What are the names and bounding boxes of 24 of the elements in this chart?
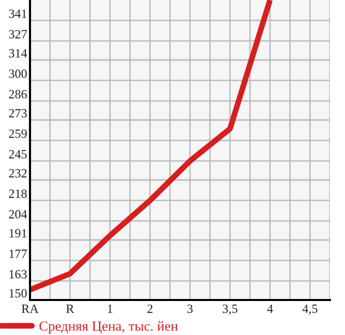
y-tick-label: 327: [9, 30, 27, 38]
y-tick-label: 204: [9, 210, 28, 218]
y-tick-label: 341: [9, 10, 26, 18]
x-tick-label: 4: [267, 304, 273, 313]
y-tick-label: 232: [9, 169, 27, 178]
y-tick-label: 273: [9, 109, 27, 118]
y-tick-label: 218: [9, 190, 27, 198]
x-tick-label: 2: [147, 304, 152, 313]
x-tick-label: 4,5: [302, 304, 318, 315]
y-tick-label: 150: [10, 289, 27, 298]
legend-label: Средняя Цена, тыс. йен: [39, 321, 178, 334]
y-tick-label: 314: [9, 49, 28, 58]
x-tick-label: R: [66, 304, 74, 313]
y-tick-label: 259: [9, 130, 27, 138]
x-tick-label: 3,5: [222, 304, 238, 315]
x-tick-label: RA: [22, 304, 39, 313]
y-tick-label: 245: [9, 150, 27, 158]
y-tick-label: 286: [9, 90, 27, 98]
y-tick-label: 300: [9, 70, 27, 78]
x-tick-label: 3: [187, 304, 193, 313]
y-tick-label: 191: [10, 229, 26, 238]
y-tick-label: 177: [10, 250, 27, 258]
x-tick-label: 1: [108, 304, 112, 313]
y-tick-label: 163: [10, 270, 27, 278]
